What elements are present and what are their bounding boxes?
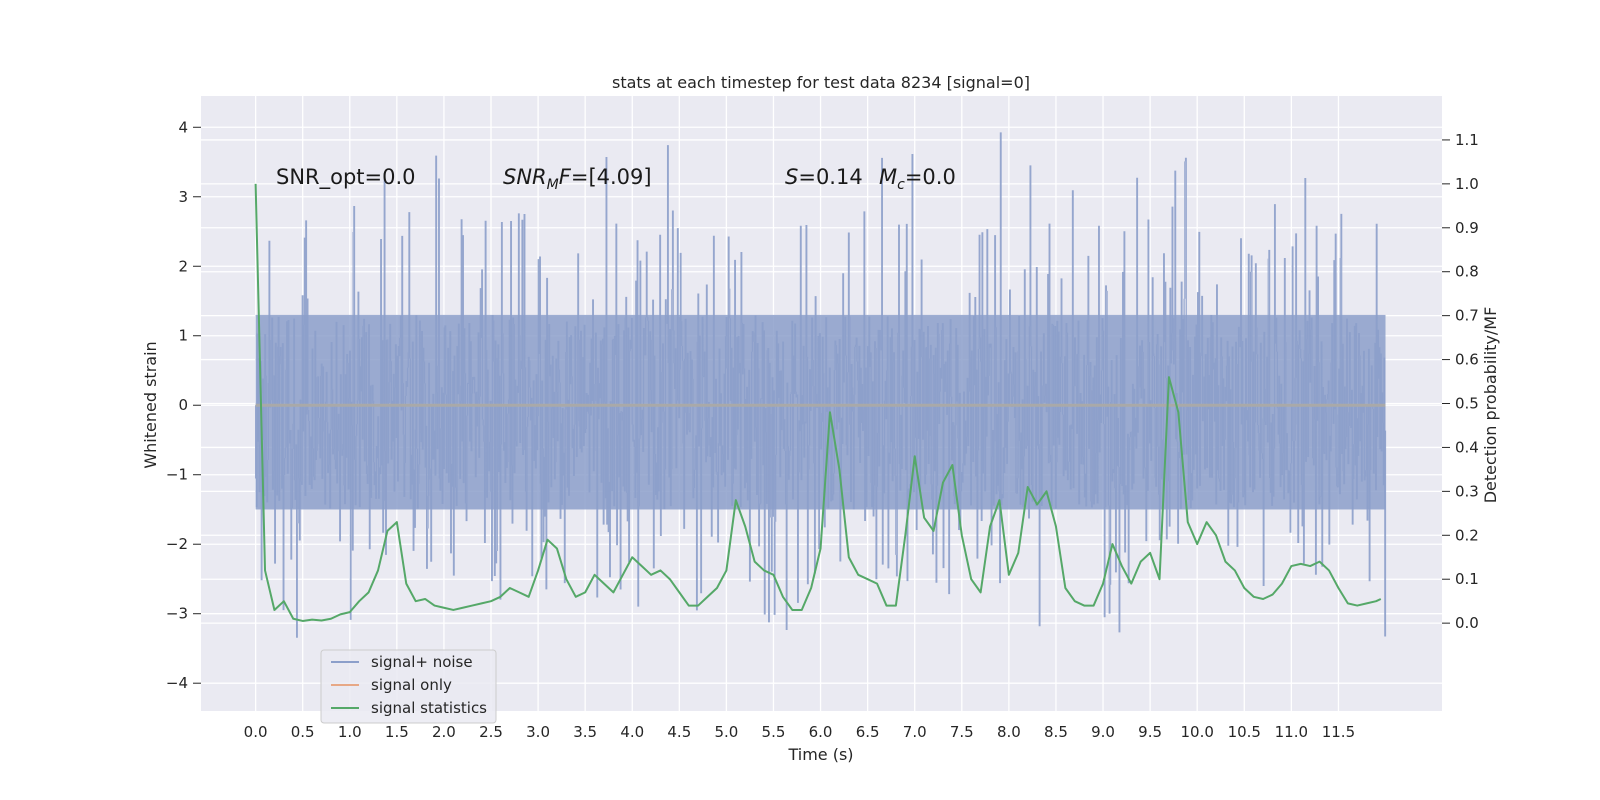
y2-axis-label: Detection probability/MF — [1481, 307, 1500, 504]
x-tick-label: 4.5 — [667, 723, 691, 741]
y2-tick-label: 0.4 — [1455, 438, 1479, 456]
snr-mf-annotation: SNRMF=[4.09] — [503, 165, 652, 193]
x-tick-label: 10.0 — [1180, 723, 1213, 741]
y2-tick-label: 1.1 — [1455, 131, 1479, 149]
x-tick-label: 6.5 — [856, 723, 880, 741]
s-value: =0.14 — [798, 165, 862, 189]
y2-ticks: 1.1 1.0 0.9 0.8 0.7 0.6 0.5 0.4 0.3 0.2 0.1 0.0 — [1442, 131, 1479, 632]
snr-mf-value: [4.09] — [588, 165, 651, 189]
x-tick-label: 5.5 — [762, 723, 786, 741]
y-tick-label: 4 — [178, 118, 188, 136]
x-tick-label: 0.5 — [291, 723, 315, 741]
x-tick-label: 8.0 — [997, 723, 1021, 741]
s-annotation: S=0.14 — [785, 165, 863, 189]
x-tick-label: 2.5 — [479, 723, 503, 741]
x-tick-label: 5.0 — [714, 723, 738, 741]
x-tick-label: 6.0 — [809, 723, 833, 741]
snr-opt-annotation: SNR_opt=0.0 — [276, 165, 416, 190]
signal-statistics-line — [254, 183, 1382, 622]
noise-series — [255, 132, 1387, 638]
y2-tick-label: 0.1 — [1455, 570, 1479, 588]
x-tick-label: 3.0 — [526, 723, 550, 741]
legend: signal+ noise signal only signal statist… — [320, 649, 497, 724]
mc-value: =0.0 — [905, 165, 956, 189]
chart-title: stats at each timestep for test data 823… — [612, 73, 1030, 92]
x-ticks: 0.0 0.5 1.0 1.5 2.0 2.5 3.0 3.5 4.0 4.5 5.0 5.5 6.0 6… — [244, 723, 1355, 741]
x-tick-label: 7.5 — [950, 723, 974, 741]
x-tick-label: 10.5 — [1228, 723, 1261, 741]
y2-tick-label: 0.7 — [1455, 307, 1479, 325]
y2-tick-label: 0.5 — [1455, 395, 1479, 413]
x-tick-label: 2.0 — [432, 723, 456, 741]
x-tick-label: 1.5 — [385, 723, 409, 741]
x-tick-label: 11.0 — [1275, 723, 1308, 741]
legend-label-signal: signal only — [371, 676, 452, 694]
legend-label-noise: signal+ noise — [371, 653, 473, 671]
y2-tick-label: 0.6 — [1455, 351, 1479, 369]
y2-tick-label: 0.9 — [1455, 219, 1479, 237]
y-axis-label: Whitened strain — [141, 341, 160, 468]
y-tick-label: 2 — [178, 257, 188, 275]
y-tick-label: 0 — [178, 396, 188, 414]
y-tick-label: 1 — [178, 327, 188, 345]
x-tick-label: 8.5 — [1044, 723, 1068, 741]
x-axis-label: Time (s) — [787, 745, 853, 764]
x-tick-label: 0.0 — [244, 723, 268, 741]
y-tick-label: −1 — [166, 466, 188, 484]
legend-label-stats: signal statistics — [371, 699, 487, 717]
x-tick-label: 11.5 — [1322, 723, 1355, 741]
y2-tick-label: 1.0 — [1455, 175, 1479, 193]
y-tick-label: 3 — [178, 188, 188, 206]
y2-tick-label: 0.3 — [1455, 482, 1479, 500]
x-tick-label: 3.5 — [573, 723, 597, 741]
x-tick-label: 9.5 — [1138, 723, 1162, 741]
noise-trace — [255, 132, 1387, 638]
legend-box — [320, 649, 497, 724]
x-tick-label: 1.0 — [338, 723, 362, 741]
y-ticks: 4 3 2 1 0 −1 −2 −3 −4 — [166, 118, 201, 692]
signal-statistics-series — [254, 183, 1382, 622]
y2-tick-label: 0.2 — [1455, 526, 1479, 544]
x-tick-label: 9.0 — [1091, 723, 1115, 741]
y-tick-label: −3 — [166, 605, 188, 623]
y2-tick-label: 0.0 — [1455, 614, 1479, 632]
mc-annotation: Mc=0.0 — [879, 165, 956, 193]
x-tick-label: 7.0 — [903, 723, 927, 741]
y-tick-label: −4 — [166, 674, 188, 692]
y-tick-label: −2 — [166, 535, 188, 553]
x-tick-label: 4.0 — [620, 723, 644, 741]
y2-tick-label: 0.8 — [1455, 263, 1479, 281]
